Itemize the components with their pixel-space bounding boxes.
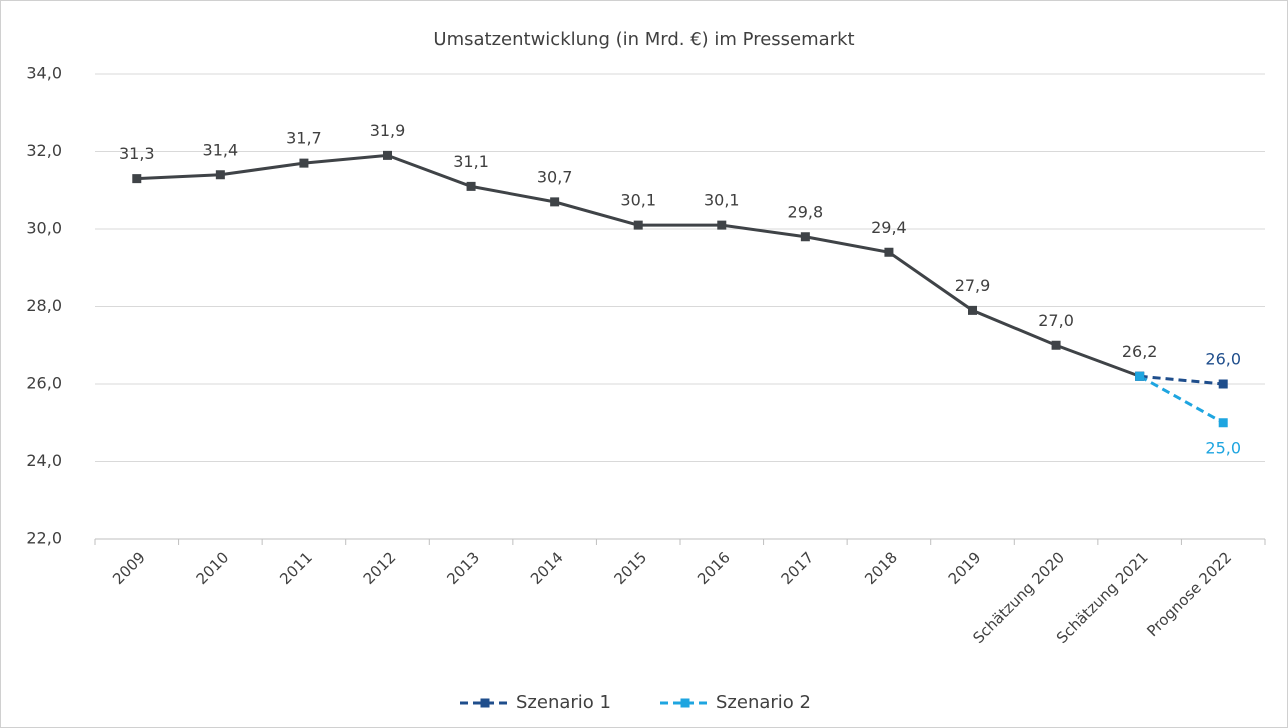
y-tick-label: 34,0 [26,64,62,83]
data-label: 31,1 [453,152,489,171]
y-tick-label: 28,0 [26,296,62,315]
marker [466,181,476,191]
y-tick-label: 24,0 [26,451,62,470]
marker [633,220,643,230]
marker [1218,418,1228,428]
data-label: 29,8 [788,202,824,221]
marker [1051,340,1061,350]
marker [383,150,392,160]
marker [968,305,977,315]
series-line [1139,374,1224,386]
data-label: 25,0 [1205,438,1241,457]
marker [1218,379,1228,389]
marker [800,232,810,242]
data-label: 31,4 [203,140,239,159]
marker [299,158,309,168]
marker [717,220,727,230]
marker [550,197,560,207]
chart-title: Umsatzentwicklung (in Mrd. €) im Pressem… [433,29,854,50]
data-label: 30,1 [704,191,740,210]
data-label: 31,3 [119,144,155,163]
data-label: 26,2 [1122,342,1158,361]
y-tick-label: 26,0 [26,374,62,393]
data-label: 30,1 [620,191,656,210]
legend-marker [480,698,490,708]
data-label: 27,9 [955,276,991,295]
y-tick-label: 22,0 [26,529,62,548]
y-tick-label: 32,0 [26,141,62,160]
data-label: 26,0 [1205,350,1241,369]
data-label: 29,4 [871,218,907,237]
legend-label: Szenario 2 [716,692,811,713]
y-tick-label: 30,0 [26,219,62,238]
marker [1135,371,1145,381]
marker [215,170,225,180]
data-label: 31,7 [286,129,322,148]
marker [132,174,142,184]
data-label: 30,7 [537,167,573,186]
marker [884,247,894,257]
series-line [1138,374,1224,425]
legend-label: Szenario 1 [516,692,611,713]
legend-marker [680,698,690,708]
data-label: 27,0 [1038,311,1074,330]
data-label: 31,9 [370,121,406,140]
